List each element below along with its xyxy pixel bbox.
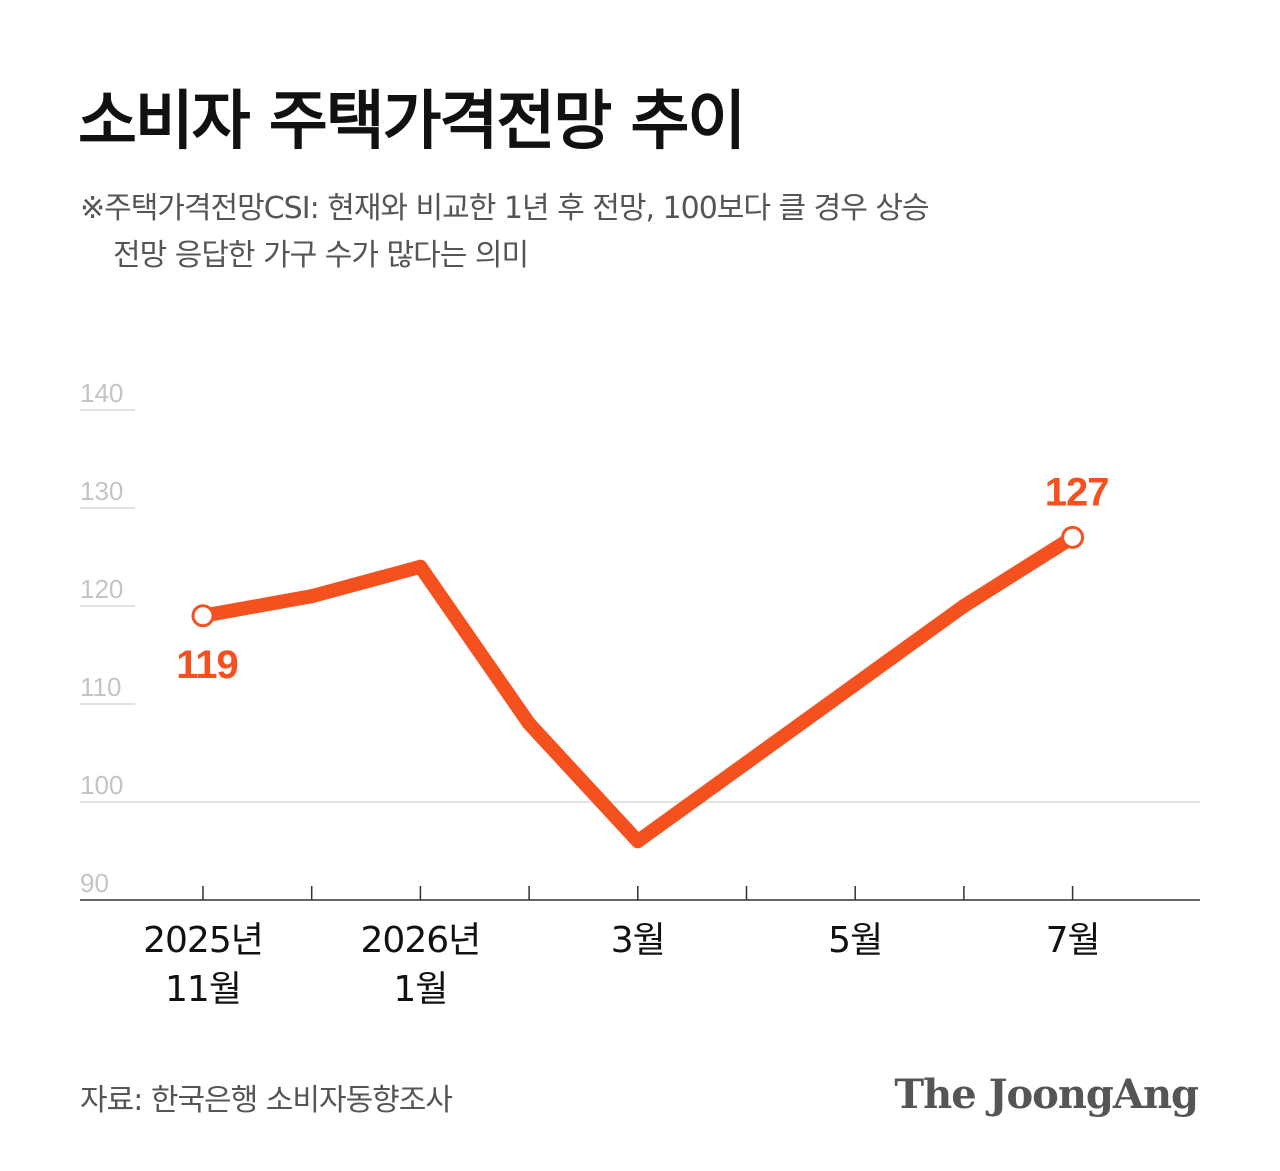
chart-title: 소비자 주택가격전망 추이: [78, 85, 746, 159]
x-tick-label: 2026년: [361, 920, 481, 961]
series-line: [196, 530, 1080, 849]
highlighted-data-point: [1061, 525, 1085, 549]
note-line-2: 전망 응답한 가구 수가 많다는 의미: [113, 238, 529, 273]
data-point: [739, 755, 754, 770]
y-tick-label: 100: [80, 770, 123, 800]
brand-logo: The JoongAng: [894, 1071, 1199, 1118]
source-note: 자료: 한국은행 소비자동향조사: [80, 1083, 453, 1118]
chart-note: ※주택가격전망CSI: 현재와 비교한 1년 후 전망, 100보다 클 경우 …: [80, 185, 930, 279]
y-tick-label: 130: [80, 476, 123, 506]
x-tick-label: 2025년: [143, 920, 263, 961]
x-tick-label: 5월: [828, 920, 882, 961]
x-tick-label: 7월: [1046, 920, 1100, 961]
y-tick-label: 90: [80, 868, 109, 898]
data-point: [956, 599, 971, 613]
data-point: [522, 716, 537, 731]
data-point: [304, 589, 319, 604]
y-tick-label: 120: [80, 574, 123, 604]
data-label: 119: [176, 643, 238, 687]
y-tick-label: 110: [80, 672, 121, 702]
data-label: 127: [1045, 470, 1109, 514]
x-tick-label: 1월: [393, 969, 447, 1010]
x-tick-label: 3월: [611, 920, 665, 961]
data-point: [848, 677, 863, 692]
data-point: [630, 834, 645, 849]
note-line-1: ※주택가격전망CSI: 현재와 비교한 1년 후 전망, 100보다 클 경우 …: [80, 191, 930, 226]
data-point: [413, 559, 428, 574]
y-tick-label: 140: [80, 378, 123, 408]
x-tick-label: 11월: [165, 969, 241, 1010]
highlighted-data-point: [191, 604, 215, 628]
